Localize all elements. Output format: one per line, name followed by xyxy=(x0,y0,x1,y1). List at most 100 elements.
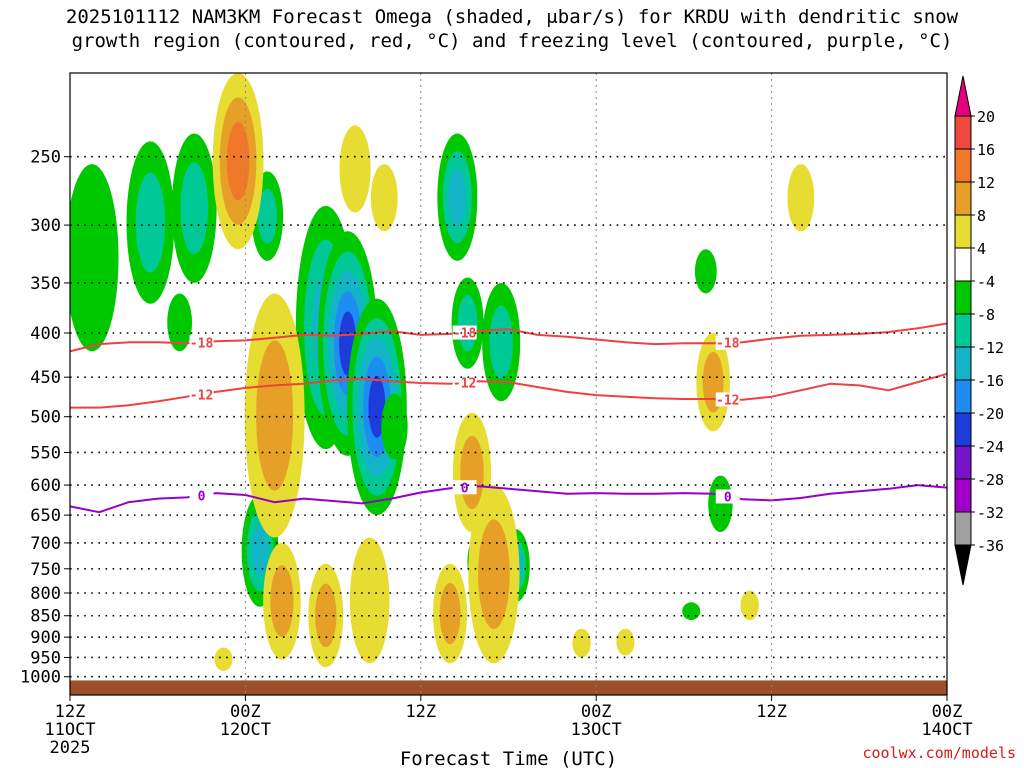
omega-cell xyxy=(787,164,815,232)
plot-frame xyxy=(69,72,948,696)
omega-region xyxy=(682,602,701,621)
colorbar-bin xyxy=(954,412,972,447)
colorbar-label: 4 xyxy=(977,240,986,258)
omega-cell xyxy=(339,125,371,213)
omega-cell xyxy=(270,565,294,638)
colorbar-bin xyxy=(954,445,972,480)
omega-cell xyxy=(694,249,717,294)
omega-region xyxy=(349,537,390,664)
contour-label-bg xyxy=(452,325,477,340)
contour-label-bg xyxy=(715,392,740,407)
colorbar-label: -28 xyxy=(977,471,1004,489)
contour-label: -18 xyxy=(716,337,740,352)
colorbar-label: -20 xyxy=(977,405,1004,423)
omega-cell xyxy=(381,393,408,460)
colorbar-label: 20 xyxy=(977,108,995,126)
contour-label-bg xyxy=(189,387,214,402)
omega-cell xyxy=(214,647,233,672)
omega-region xyxy=(740,590,759,621)
omega-region xyxy=(171,133,217,283)
isotherm-line xyxy=(70,322,947,353)
y-tick-label: 350 xyxy=(30,274,61,294)
contour-label: -18 xyxy=(190,336,214,351)
colorbar-bin xyxy=(954,511,972,546)
x-tick-date: 14OCT xyxy=(921,720,972,740)
colorbar-label: 16 xyxy=(977,141,995,159)
colorbar-bin xyxy=(954,478,972,513)
omega-region xyxy=(451,277,484,369)
omega-cell xyxy=(70,164,119,352)
contour-label: 0 xyxy=(198,489,206,504)
omega-region xyxy=(482,282,521,402)
x-tick-date: 12OCT xyxy=(220,720,271,740)
plot-area: -18 -18 -18 -12 -12 -12 0 0 0 xyxy=(70,73,947,695)
contour-label: -12 xyxy=(453,377,476,392)
y-tick-label: 450 xyxy=(30,368,61,388)
y-tick-label: 950 xyxy=(30,648,61,668)
omega-cell xyxy=(167,293,193,352)
omega-cell xyxy=(457,295,478,352)
y-tick-label: 600 xyxy=(30,476,61,496)
x-tick-year: 2025 xyxy=(50,738,91,758)
omega-cell xyxy=(682,602,701,621)
colorbar-label: 8 xyxy=(977,207,986,225)
x-tick-label: 12Z xyxy=(756,702,787,722)
omega-region xyxy=(787,164,815,232)
contour-label: -12 xyxy=(716,393,739,408)
omega-region xyxy=(214,647,233,672)
colorbar-bin xyxy=(954,148,972,183)
contour-label: -18 xyxy=(453,327,477,342)
y-tick-label: 700 xyxy=(30,534,61,554)
colorbar-label: -4 xyxy=(977,273,995,291)
colorbar-label: -16 xyxy=(977,372,1004,390)
y-tick-label: 750 xyxy=(30,560,61,580)
omega-cell xyxy=(256,340,294,491)
y-tick-label: 250 xyxy=(30,148,61,168)
omega-cell xyxy=(180,162,209,255)
omega-cell xyxy=(251,525,269,576)
y-tick-label: 550 xyxy=(30,443,61,463)
omega-cell xyxy=(368,375,386,438)
y-tick-label: 1000 xyxy=(20,668,61,688)
contour-label: -12 xyxy=(190,388,213,403)
omega-region xyxy=(694,249,717,294)
colorbar-bin xyxy=(954,214,972,249)
contour-label-bg xyxy=(452,480,477,495)
x-tick-date: 13OCT xyxy=(571,720,622,740)
isotherm-line xyxy=(70,372,947,409)
contour-label-bg xyxy=(452,375,477,390)
omega-region xyxy=(616,628,635,656)
omega-region xyxy=(212,73,264,250)
colorbar-label: -24 xyxy=(977,438,1004,456)
y-tick-label: 300 xyxy=(30,216,61,236)
y-tick-label: 900 xyxy=(30,628,61,648)
omega-cell xyxy=(448,168,467,226)
colorbar-bin xyxy=(954,181,972,216)
y-tick-label: 800 xyxy=(30,584,61,604)
colorbar-label: -8 xyxy=(977,306,995,324)
colorbar-label: -36 xyxy=(977,537,1004,555)
colorbar-upper-arrow xyxy=(954,75,972,117)
colorbar-label: 12 xyxy=(977,174,995,192)
omega-cell xyxy=(489,305,513,379)
isotherm-line xyxy=(70,484,947,514)
omega-region xyxy=(468,485,520,664)
colorbar-label: -12 xyxy=(977,339,1004,357)
omega-region xyxy=(370,164,398,232)
omega-cell xyxy=(740,590,759,621)
x-tick-label: 00Z xyxy=(581,702,612,722)
omega-region xyxy=(433,563,468,664)
omega-cell xyxy=(226,121,250,201)
colorbar-bin xyxy=(954,115,972,150)
x-tick-label: 00Z xyxy=(230,702,261,722)
chart-title-line-2: growth region (contoured, red, °C) and f… xyxy=(71,30,953,52)
omega-region xyxy=(696,333,730,432)
colorbar-label: -32 xyxy=(977,504,1004,522)
omega-region xyxy=(572,628,591,658)
credit-link[interactable]: coolwx.com/models xyxy=(862,744,1016,762)
y-tick-label: 650 xyxy=(30,506,61,526)
omega-region xyxy=(263,542,301,660)
omega-cell xyxy=(616,628,635,656)
omega-cell xyxy=(135,172,166,273)
